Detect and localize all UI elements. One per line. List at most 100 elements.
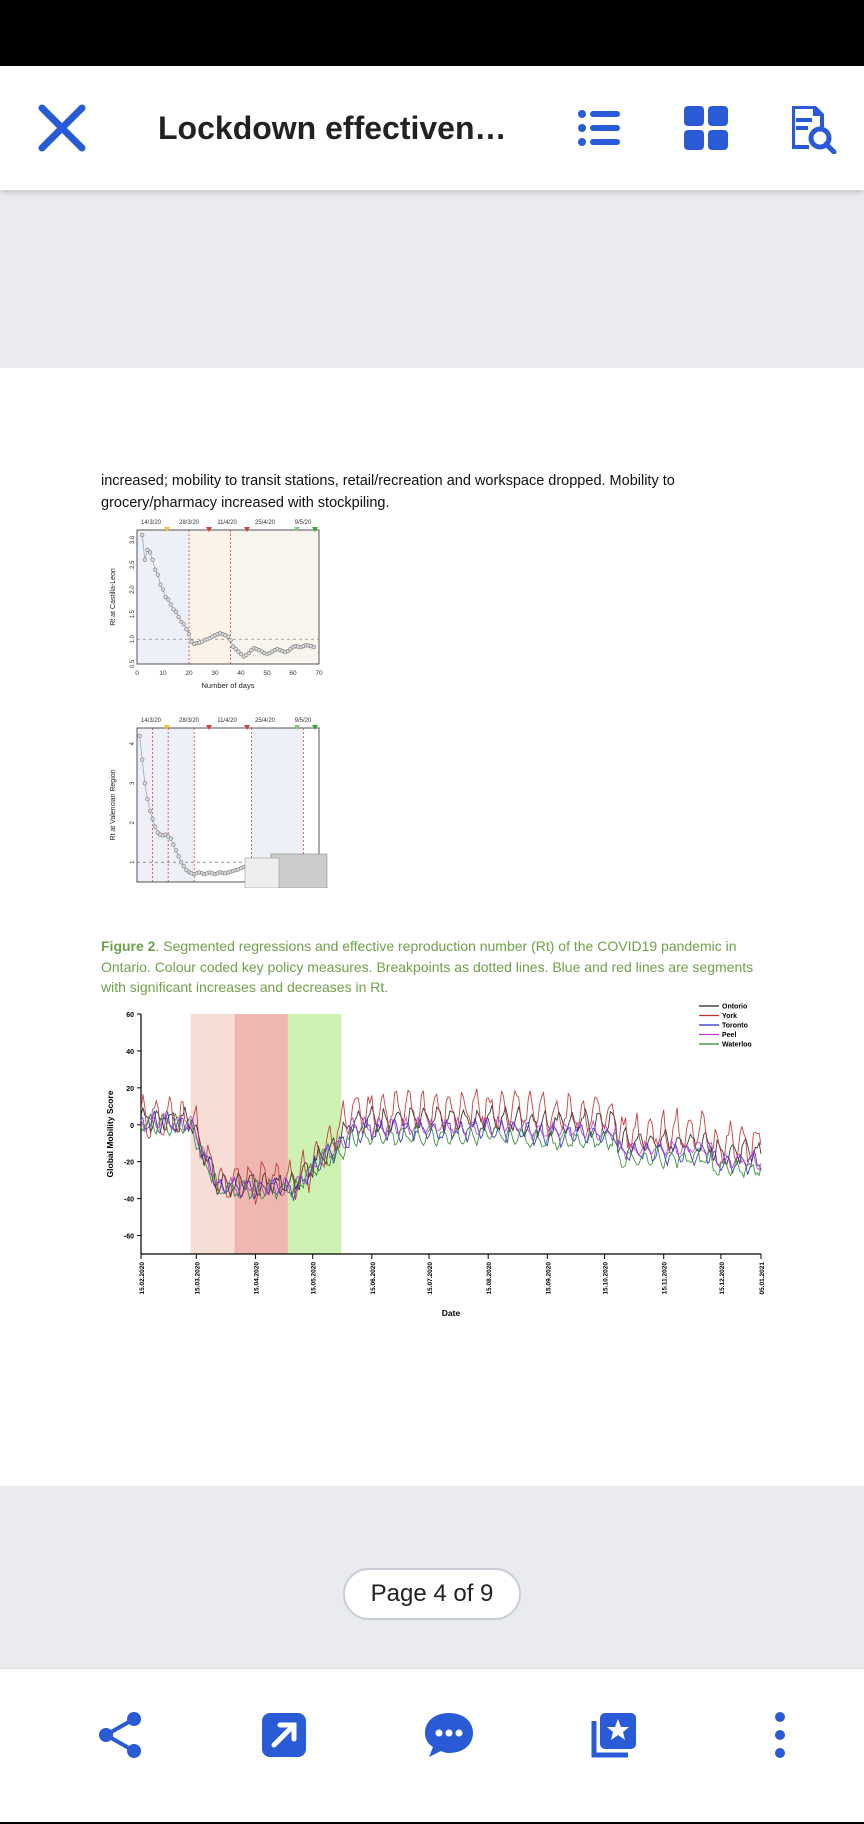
y-tick-label: 20 bbox=[126, 1086, 134, 1093]
x-tick-label: 15.11.2020 bbox=[662, 1262, 669, 1295]
policy-marker bbox=[164, 725, 170, 730]
legend-entry: York bbox=[722, 1013, 737, 1020]
data-point bbox=[150, 816, 155, 821]
x-tick-label: 15.05.2020 bbox=[311, 1262, 318, 1295]
y-tick-label: 4 bbox=[130, 741, 136, 745]
policy-marker bbox=[206, 527, 212, 532]
bottom-toolbar bbox=[0, 1668, 864, 1822]
search-document-icon[interactable] bbox=[786, 102, 838, 154]
data-point bbox=[153, 824, 158, 829]
x-tick-label: 50 bbox=[263, 670, 271, 677]
data-point bbox=[246, 650, 251, 656]
policy-marker bbox=[312, 527, 318, 532]
y-tick-label: 1 bbox=[130, 860, 136, 864]
policy-marker bbox=[164, 527, 170, 532]
series-line-waterloo bbox=[140, 1112, 762, 1201]
y-tick-label: 1.5 bbox=[130, 610, 136, 619]
phase-region bbox=[137, 728, 195, 882]
data-point bbox=[168, 602, 173, 607]
share-icon[interactable] bbox=[92, 1707, 148, 1763]
y-tick-label: 60 bbox=[126, 1012, 134, 1019]
x-tick-label: 40 bbox=[237, 670, 245, 677]
policy-period bbox=[234, 1014, 288, 1254]
x-tick-label: 0 bbox=[135, 670, 139, 677]
x-tick-label: 05.01.2021 bbox=[759, 1262, 766, 1295]
figure-caption: Figure 2. Segmented regressions and effe… bbox=[101, 936, 781, 998]
y-tick-label: 0.5 bbox=[130, 659, 136, 668]
y-tick-label: 40 bbox=[126, 1049, 134, 1056]
data-point bbox=[140, 757, 145, 762]
nav-bar bbox=[0, 1822, 864, 1824]
data-point bbox=[173, 609, 179, 614]
open-external-icon[interactable] bbox=[256, 1707, 312, 1763]
x-tick-label: 15.09.2020 bbox=[545, 1262, 552, 1295]
mobility-chart: -60 -40 -20 0 20 40 60 Global Mobility Score 15.… bbox=[101, 998, 771, 1318]
y-tick-label: -60 bbox=[124, 1234, 134, 1241]
x-tick-label: 15.10.2020 bbox=[603, 1262, 610, 1295]
legend-entry: Peel bbox=[722, 1032, 736, 1039]
grid-icon[interactable] bbox=[680, 102, 732, 154]
data-point bbox=[142, 557, 147, 562]
data-point bbox=[171, 842, 176, 847]
policy-period bbox=[190, 1014, 235, 1254]
x-tick-label: 70 bbox=[315, 670, 323, 677]
y-tick-label: 2.0 bbox=[130, 585, 136, 594]
comment-icon[interactable] bbox=[421, 1707, 477, 1763]
legend-entry: Waterloo bbox=[722, 1042, 752, 1049]
data-point bbox=[158, 582, 163, 587]
plot-frame bbox=[136, 727, 320, 883]
document-viewer[interactable]: increased; mobility to transit stations,… bbox=[0, 190, 864, 1668]
top-date-label: 28/3/20 bbox=[179, 718, 200, 724]
y-tick-label: 2 bbox=[130, 820, 136, 824]
data-point bbox=[184, 627, 189, 632]
body-paragraph: increased; mobility to transit stations,… bbox=[101, 473, 675, 511]
pdf-page: increased; mobility to transit stations,… bbox=[0, 368, 864, 1486]
policy-marker bbox=[206, 725, 212, 730]
caption-text: . Segmented regressions and effective re… bbox=[101, 938, 754, 995]
close-icon[interactable] bbox=[36, 102, 88, 154]
policy-marker bbox=[294, 527, 300, 532]
status-bar bbox=[0, 0, 864, 66]
data-point bbox=[233, 647, 238, 652]
x-tick-label: 15.02.2020 bbox=[139, 1262, 146, 1295]
policy-marker bbox=[244, 725, 250, 730]
document-title: Lockdown effectivene… bbox=[158, 110, 518, 146]
data-point bbox=[231, 644, 236, 649]
y-tick-label: -40 bbox=[124, 1197, 134, 1204]
data-point bbox=[163, 594, 168, 600]
bookmark-star-icon[interactable] bbox=[586, 1707, 642, 1763]
phase-region bbox=[230, 530, 319, 664]
caption-label: Figure 2 bbox=[101, 938, 156, 954]
data-point bbox=[147, 808, 153, 814]
data-point bbox=[155, 572, 160, 577]
top-date-label: 11/4/20 bbox=[217, 520, 237, 526]
list-icon[interactable] bbox=[574, 102, 626, 154]
y-tick-label: 0 bbox=[130, 1123, 134, 1130]
policy-marker bbox=[244, 527, 250, 532]
x-tick-label: 60 bbox=[289, 670, 297, 677]
data-point bbox=[166, 597, 171, 602]
policy-period bbox=[287, 1014, 342, 1254]
y-tick-label: 3.0 bbox=[130, 535, 136, 544]
data-point bbox=[145, 547, 150, 552]
phase-region bbox=[137, 530, 189, 664]
data-point bbox=[189, 639, 194, 644]
x-axis-label: Date bbox=[442, 1308, 461, 1318]
data-point bbox=[145, 796, 150, 802]
y-tick-label: 3 bbox=[130, 781, 136, 785]
data-point bbox=[140, 532, 145, 538]
data-point bbox=[168, 836, 173, 841]
data-point bbox=[311, 645, 316, 650]
data-point bbox=[179, 860, 184, 865]
more-vertical-icon[interactable] bbox=[752, 1707, 808, 1763]
y-tick-label: 2.5 bbox=[130, 560, 136, 569]
x-tick-label: 15.04.2020 bbox=[253, 1262, 260, 1295]
top-date-label: 25/4/20 bbox=[255, 718, 276, 724]
x-tick-label: 20 bbox=[185, 670, 193, 677]
rt-valencian-chart: 14/3/20 28/3/20 11/4/20 25/4/20 9/5/20 1 2 3 4 Rt… bbox=[101, 712, 381, 888]
policy-marker bbox=[294, 725, 300, 730]
data-point bbox=[186, 632, 192, 637]
data-point bbox=[181, 622, 186, 627]
data-point bbox=[225, 634, 231, 639]
x-tick-label: 15.06.2020 bbox=[370, 1262, 377, 1295]
